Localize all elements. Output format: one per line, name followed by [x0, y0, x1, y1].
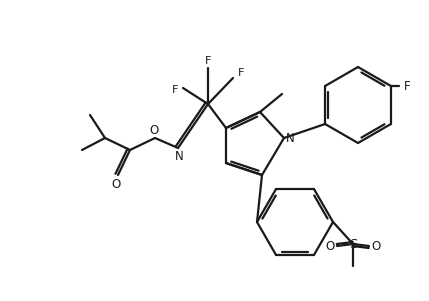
Text: O: O — [112, 178, 121, 191]
Text: F: F — [172, 85, 178, 95]
Text: S: S — [349, 237, 357, 250]
Text: O: O — [149, 123, 159, 136]
Text: O: O — [325, 240, 335, 253]
Text: O: O — [372, 240, 381, 253]
Text: F: F — [238, 68, 244, 78]
Text: F: F — [205, 56, 211, 66]
Text: F: F — [404, 79, 410, 92]
Text: N: N — [286, 132, 294, 145]
Text: N: N — [175, 150, 183, 163]
